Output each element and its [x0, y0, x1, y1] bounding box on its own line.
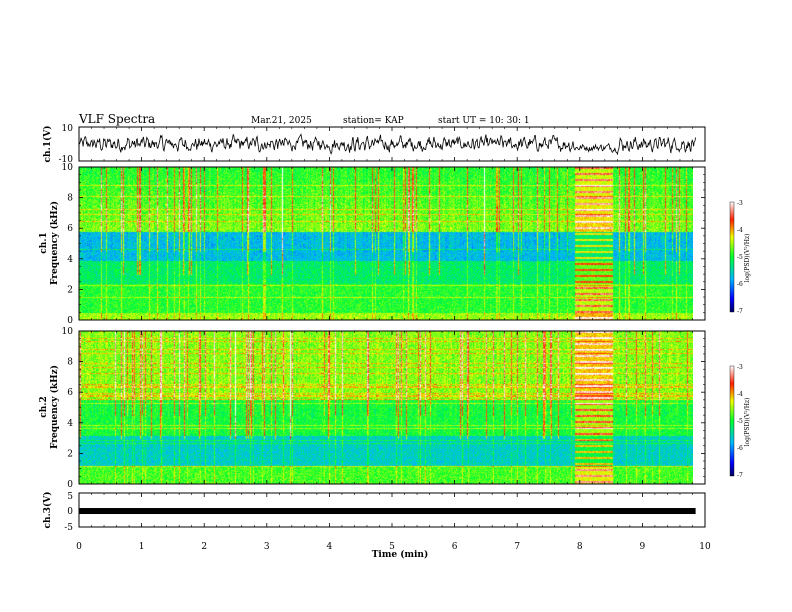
x-tick-label: 4	[327, 542, 333, 552]
ch1-colorbar-tick-m3: -3	[737, 200, 743, 207]
ch1-colorbar-tick-m5: -5	[737, 254, 743, 261]
y-tick-label: 6	[67, 224, 73, 234]
ch3-waveform-ylabel: ch.3(V)	[42, 492, 53, 529]
ch2-spectrogram-panel: 0 2 4 6 8 10 ch.2 Frequency (kHz) -3 -4 -5 -6…	[39, 327, 751, 490]
ch2-spectrogram-image	[79, 331, 693, 484]
ch1-spectrogram-ylabel-line1: ch.1	[39, 232, 49, 253]
x-tick-label: 10	[699, 542, 711, 552]
ch2-colorbar-tick-m6: -6	[737, 445, 743, 452]
x-tick-label: 2	[201, 542, 207, 552]
time-axis-labels: 0 1 2 3 4 5 6 7 8 9 10	[76, 542, 711, 552]
ch1-waveform-line	[78, 133, 696, 156]
x-tick-label: 1	[139, 542, 145, 552]
x-tick-label: 6	[452, 542, 458, 552]
x-tick-label: 0	[76, 542, 82, 552]
ch2-spectrogram-yticks: 0 2 4 6 8 10	[62, 327, 705, 490]
ch2-colorbar	[729, 365, 735, 477]
ch1-colorbar-label: log(PSD)(V²/Hz)	[744, 234, 751, 283]
x-tick-label: 9	[640, 542, 646, 552]
ch1-spectrogram-panel: 0 2 4 6 8 10 ch.1 Frequency (kHz) -3 -4 -5 -6…	[39, 163, 751, 326]
y-tick-label: 2	[67, 285, 73, 295]
ch3-ytick-mid: 0	[67, 507, 73, 517]
ch2-colorbar-tick-m4: -4	[737, 391, 743, 398]
y-tick-label: 4	[67, 419, 73, 429]
ch1-colorbar-tick-m6: -6	[737, 281, 743, 288]
x-tick-label: 3	[264, 542, 270, 552]
y-tick-label: 8	[67, 358, 73, 368]
y-tick-label: 10	[62, 327, 74, 337]
ch1-colorbar-tick-m4: -4	[737, 227, 743, 234]
ch1-colorbar	[729, 201, 735, 313]
ch1-spectrogram-ylabel-line2: Frequency (kHz)	[49, 201, 60, 285]
ch2-colorbar-tick-m3: -3	[737, 364, 743, 371]
ch1-colorbar-tick-m7: -7	[737, 308, 743, 315]
ch2-colorbar-label: log(PSD)(V²/Hz)	[744, 398, 751, 447]
ch2-spectrogram-ylabel-line2: Frequency (kHz)	[49, 365, 60, 449]
x-tick-label: 8	[577, 542, 583, 552]
time-axis-ticks	[78, 127, 706, 527]
y-tick-label: 4	[67, 255, 73, 265]
ch1-ytick-top: 10	[62, 124, 74, 134]
y-tick-label: 8	[67, 194, 73, 204]
y-tick-label: 10	[62, 163, 74, 173]
header-start-time: start UT = 10: 30: 1	[438, 116, 530, 126]
y-tick-label: 6	[67, 388, 73, 398]
figure-title: VLF Spectra	[78, 112, 155, 126]
header-date: Mar.21, 2025	[251, 116, 312, 126]
x-tick-label: 5	[389, 542, 395, 552]
ch2-spectrogram-ylabel-line1: ch.2	[39, 396, 49, 417]
y-tick-label: 2	[67, 449, 73, 459]
y-tick-label: 0	[67, 316, 73, 326]
ch3-waveform-line	[79, 508, 696, 515]
x-tick-label: 7	[514, 542, 520, 552]
ch1-ytick-bottom: -10	[59, 155, 74, 165]
y-tick-label: 0	[67, 480, 73, 490]
ch1-waveform-ylabel: ch.1(V)	[42, 126, 53, 163]
time-axis-label: Time (min)	[372, 549, 429, 560]
ch3-ytick-top: 5	[67, 492, 73, 502]
ch2-colorbar-tick-m5: -5	[737, 418, 743, 425]
ch1-spectrogram-image	[79, 167, 693, 320]
ch1-spectrogram-yticks: 0 2 4 6 8 10	[62, 163, 705, 326]
header-station: station= KAP	[343, 116, 404, 126]
ch3-ytick-bottom: -5	[64, 523, 73, 533]
ch2-colorbar-tick-m7: -7	[737, 472, 743, 479]
